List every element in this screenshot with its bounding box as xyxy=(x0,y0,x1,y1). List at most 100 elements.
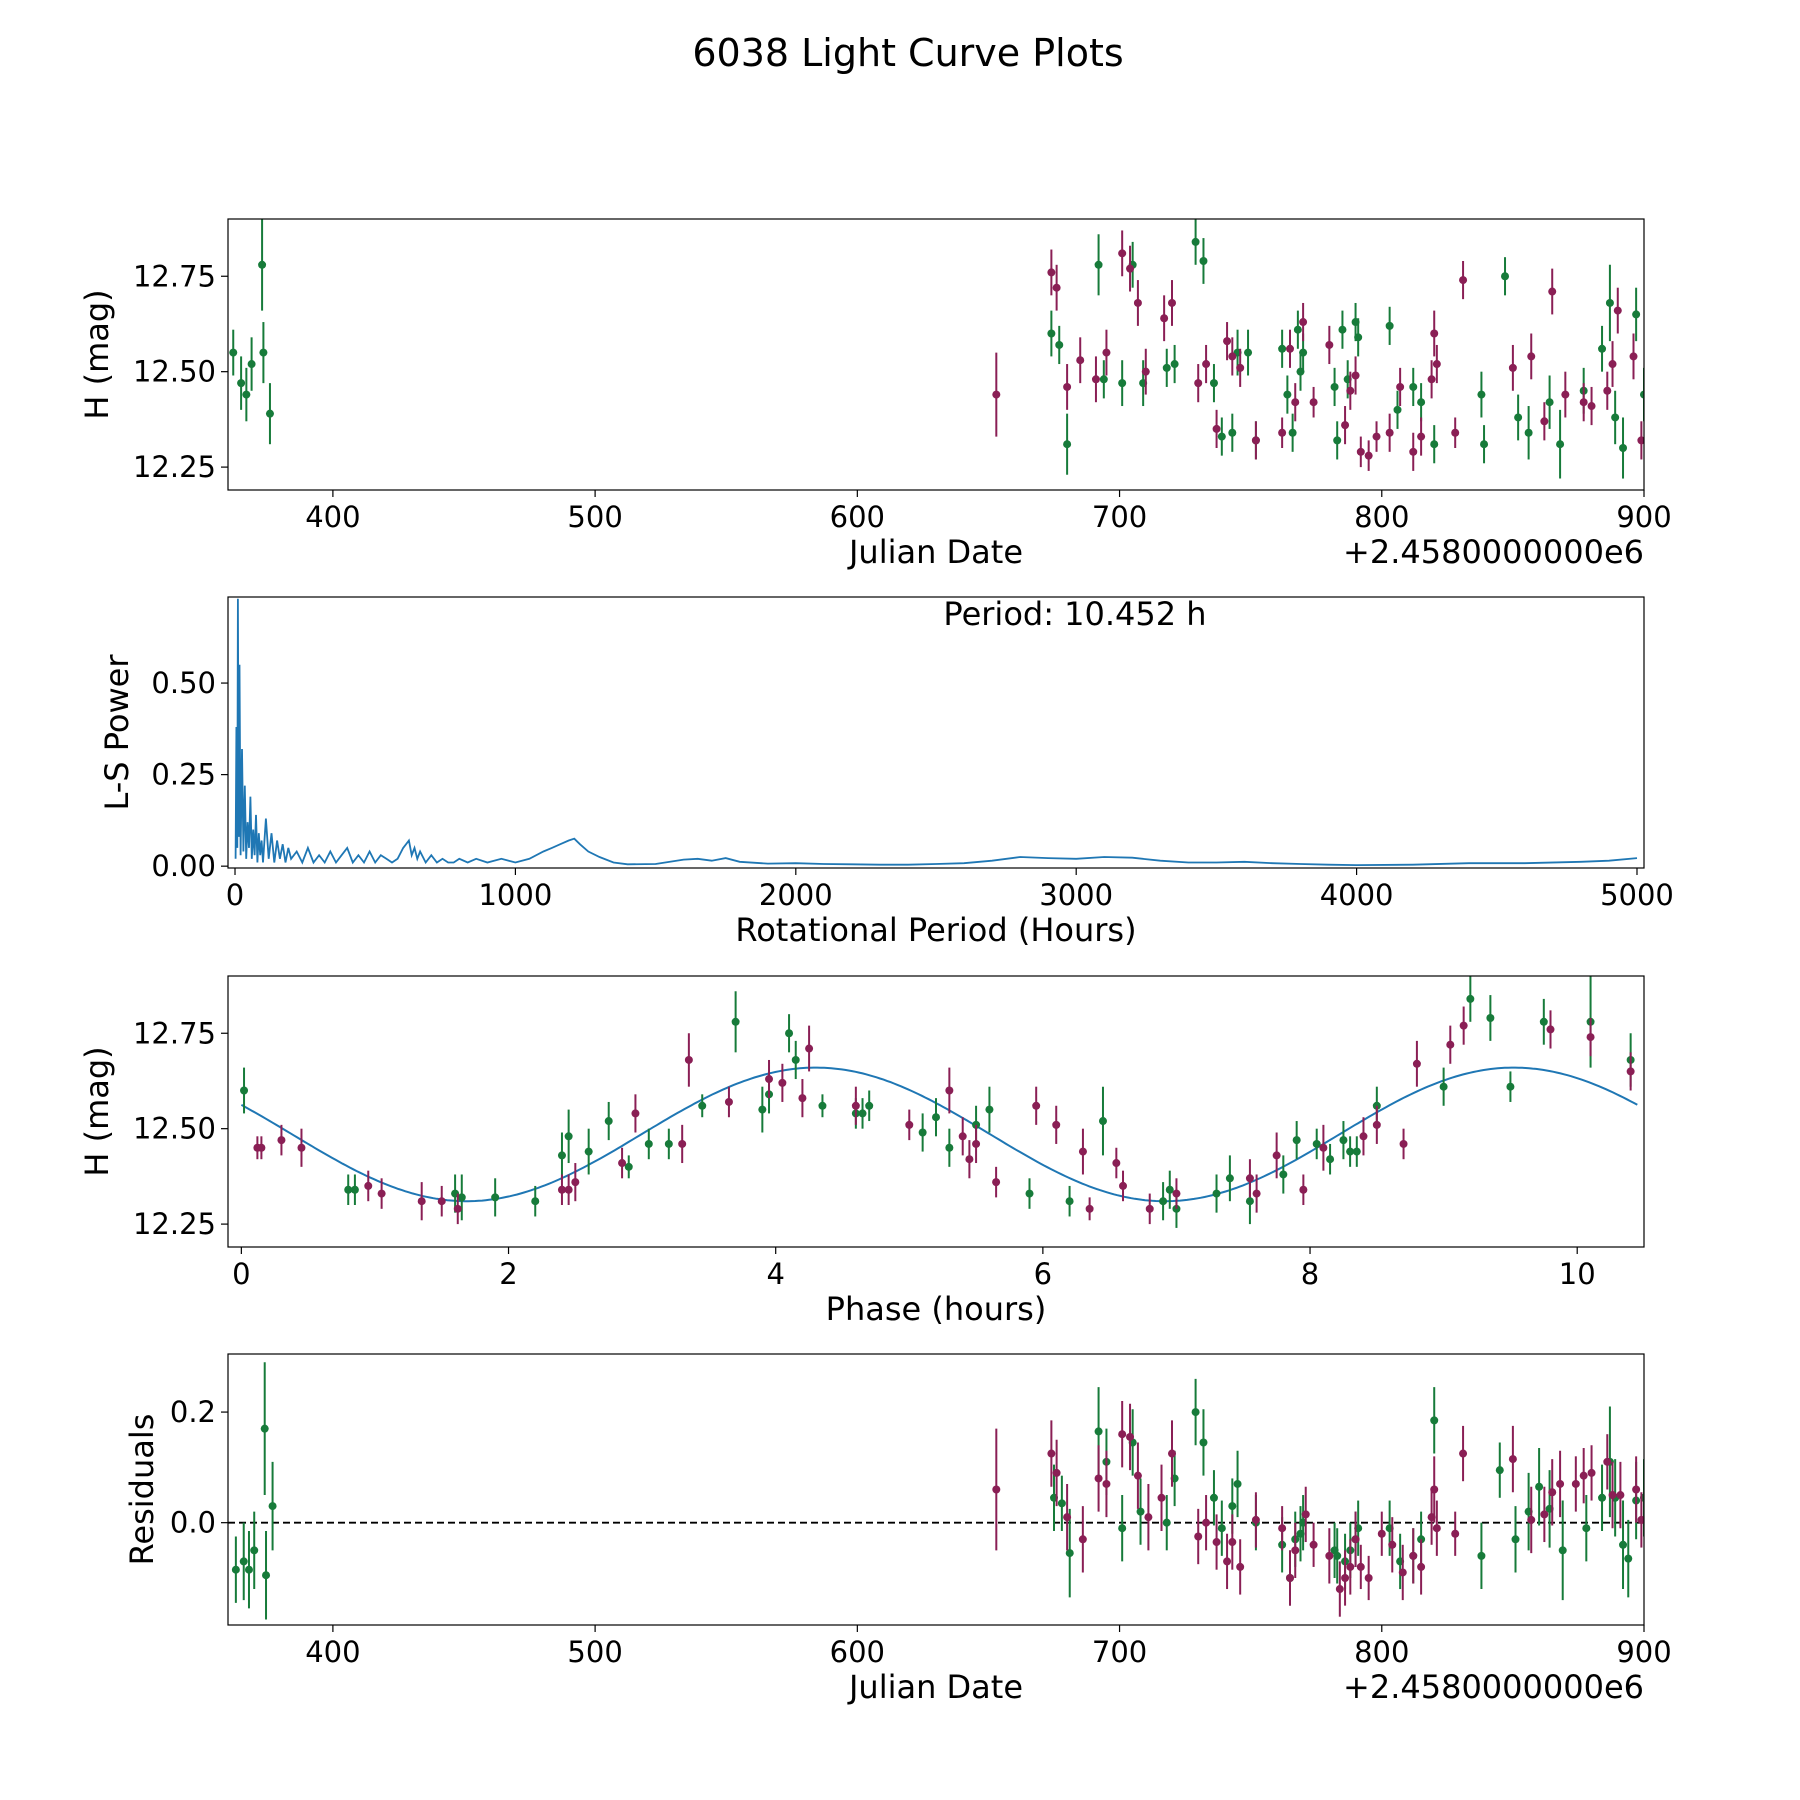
x-axis-label: Rotational Period (Hours) xyxy=(735,911,1136,949)
data-point xyxy=(1102,348,1111,357)
data-point xyxy=(1076,356,1085,365)
data-point xyxy=(1558,1546,1567,1555)
data-point xyxy=(1118,1524,1127,1533)
data-point xyxy=(905,1120,914,1129)
data-point xyxy=(377,1189,386,1198)
data-point xyxy=(1640,390,1644,399)
data-point xyxy=(1412,1059,1421,1068)
data-point xyxy=(1251,436,1260,445)
data-point xyxy=(1160,314,1169,323)
x-tick-label: 500 xyxy=(567,1635,622,1669)
data-point xyxy=(798,1094,807,1103)
data-point xyxy=(1608,360,1617,369)
data-point xyxy=(1325,1551,1334,1560)
data-point xyxy=(1579,398,1588,407)
data-point xyxy=(1228,1538,1237,1547)
data-point xyxy=(1236,1562,1245,1571)
data-point xyxy=(1191,1408,1200,1417)
x-tick-label: 800 xyxy=(1354,500,1409,534)
data-point xyxy=(491,1193,500,1202)
y-tick-label: 0.50 xyxy=(151,666,216,700)
data-point xyxy=(1632,310,1641,319)
data-point xyxy=(1223,1557,1232,1566)
data-point xyxy=(1613,306,1622,315)
data-point xyxy=(1078,1535,1087,1544)
data-point xyxy=(1099,375,1108,384)
data-point xyxy=(644,1139,653,1148)
data-point xyxy=(1299,348,1308,357)
data-point xyxy=(1162,363,1171,372)
data-point xyxy=(1133,1471,1142,1480)
data-point xyxy=(778,1078,787,1087)
data-point xyxy=(1165,1185,1174,1194)
data-point xyxy=(229,348,238,357)
x-axis-label: Julian Date xyxy=(847,1668,1023,1706)
data-point xyxy=(1385,428,1394,437)
y-tick-label: 12.50 xyxy=(133,355,216,389)
data-point xyxy=(260,1424,269,1433)
data-point xyxy=(1299,1185,1308,1194)
data-point xyxy=(1511,1535,1520,1544)
data-point xyxy=(1168,298,1176,307)
data-point xyxy=(1393,405,1402,414)
data-point xyxy=(1495,1466,1504,1475)
data-point xyxy=(1162,1518,1171,1527)
data-point xyxy=(531,1197,540,1206)
data-point xyxy=(1145,1204,1154,1213)
data-point xyxy=(1352,1147,1361,1156)
data-point xyxy=(417,1197,426,1206)
data-point xyxy=(1561,390,1570,399)
x-tick-label: 600 xyxy=(830,1635,885,1669)
data-point xyxy=(992,390,1001,399)
data-point xyxy=(1291,1546,1300,1555)
y-axis-label: L-S Power xyxy=(98,654,136,811)
y-tick-label: 12.75 xyxy=(133,259,216,293)
data-point xyxy=(1236,363,1245,372)
data-point xyxy=(1326,1155,1335,1164)
data-point xyxy=(1202,1518,1211,1527)
data-point xyxy=(1377,1529,1386,1538)
data-point xyxy=(932,1113,940,1122)
data-point xyxy=(965,1155,974,1164)
data-point xyxy=(1251,1515,1260,1524)
data-point xyxy=(297,1143,306,1152)
data-point xyxy=(604,1117,613,1126)
data-point xyxy=(1335,1585,1344,1594)
data-point xyxy=(1430,1416,1439,1425)
data-point xyxy=(564,1132,573,1141)
x-tick-label: 3000 xyxy=(1039,878,1113,912)
data-point xyxy=(1212,424,1221,433)
data-point xyxy=(244,1565,253,1574)
data-point xyxy=(1209,379,1218,388)
data-point xyxy=(1399,1139,1408,1148)
data-point xyxy=(1619,444,1628,453)
x-tick-label: 600 xyxy=(830,500,885,534)
data-point xyxy=(1506,1082,1515,1091)
data-point xyxy=(1159,1197,1168,1206)
y-axis-label: H (mag) xyxy=(78,1046,116,1176)
data-point xyxy=(1292,1136,1301,1145)
data-point xyxy=(1432,1524,1441,1533)
data-point xyxy=(1052,1468,1061,1477)
data-point xyxy=(1119,1181,1128,1190)
data-point xyxy=(1338,325,1347,334)
data-point xyxy=(865,1101,874,1110)
data-point xyxy=(1057,1499,1066,1508)
x-tick-label: 900 xyxy=(1616,1635,1671,1669)
data-point xyxy=(1330,382,1339,391)
data-point xyxy=(1545,398,1554,407)
data-point xyxy=(1446,1040,1455,1049)
data-point xyxy=(1514,413,1523,422)
x-tick-label: 700 xyxy=(1092,500,1147,534)
data-point xyxy=(1278,1524,1287,1533)
data-point xyxy=(1466,994,1475,1003)
data-point xyxy=(1598,1493,1607,1502)
series-filter_a xyxy=(229,219,1644,479)
data-point xyxy=(791,1055,800,1064)
model-curve xyxy=(240,1066,1638,1203)
data-point xyxy=(678,1139,687,1148)
data-point xyxy=(350,1185,359,1194)
data-point xyxy=(1351,371,1360,380)
data-point xyxy=(1279,1170,1288,1179)
